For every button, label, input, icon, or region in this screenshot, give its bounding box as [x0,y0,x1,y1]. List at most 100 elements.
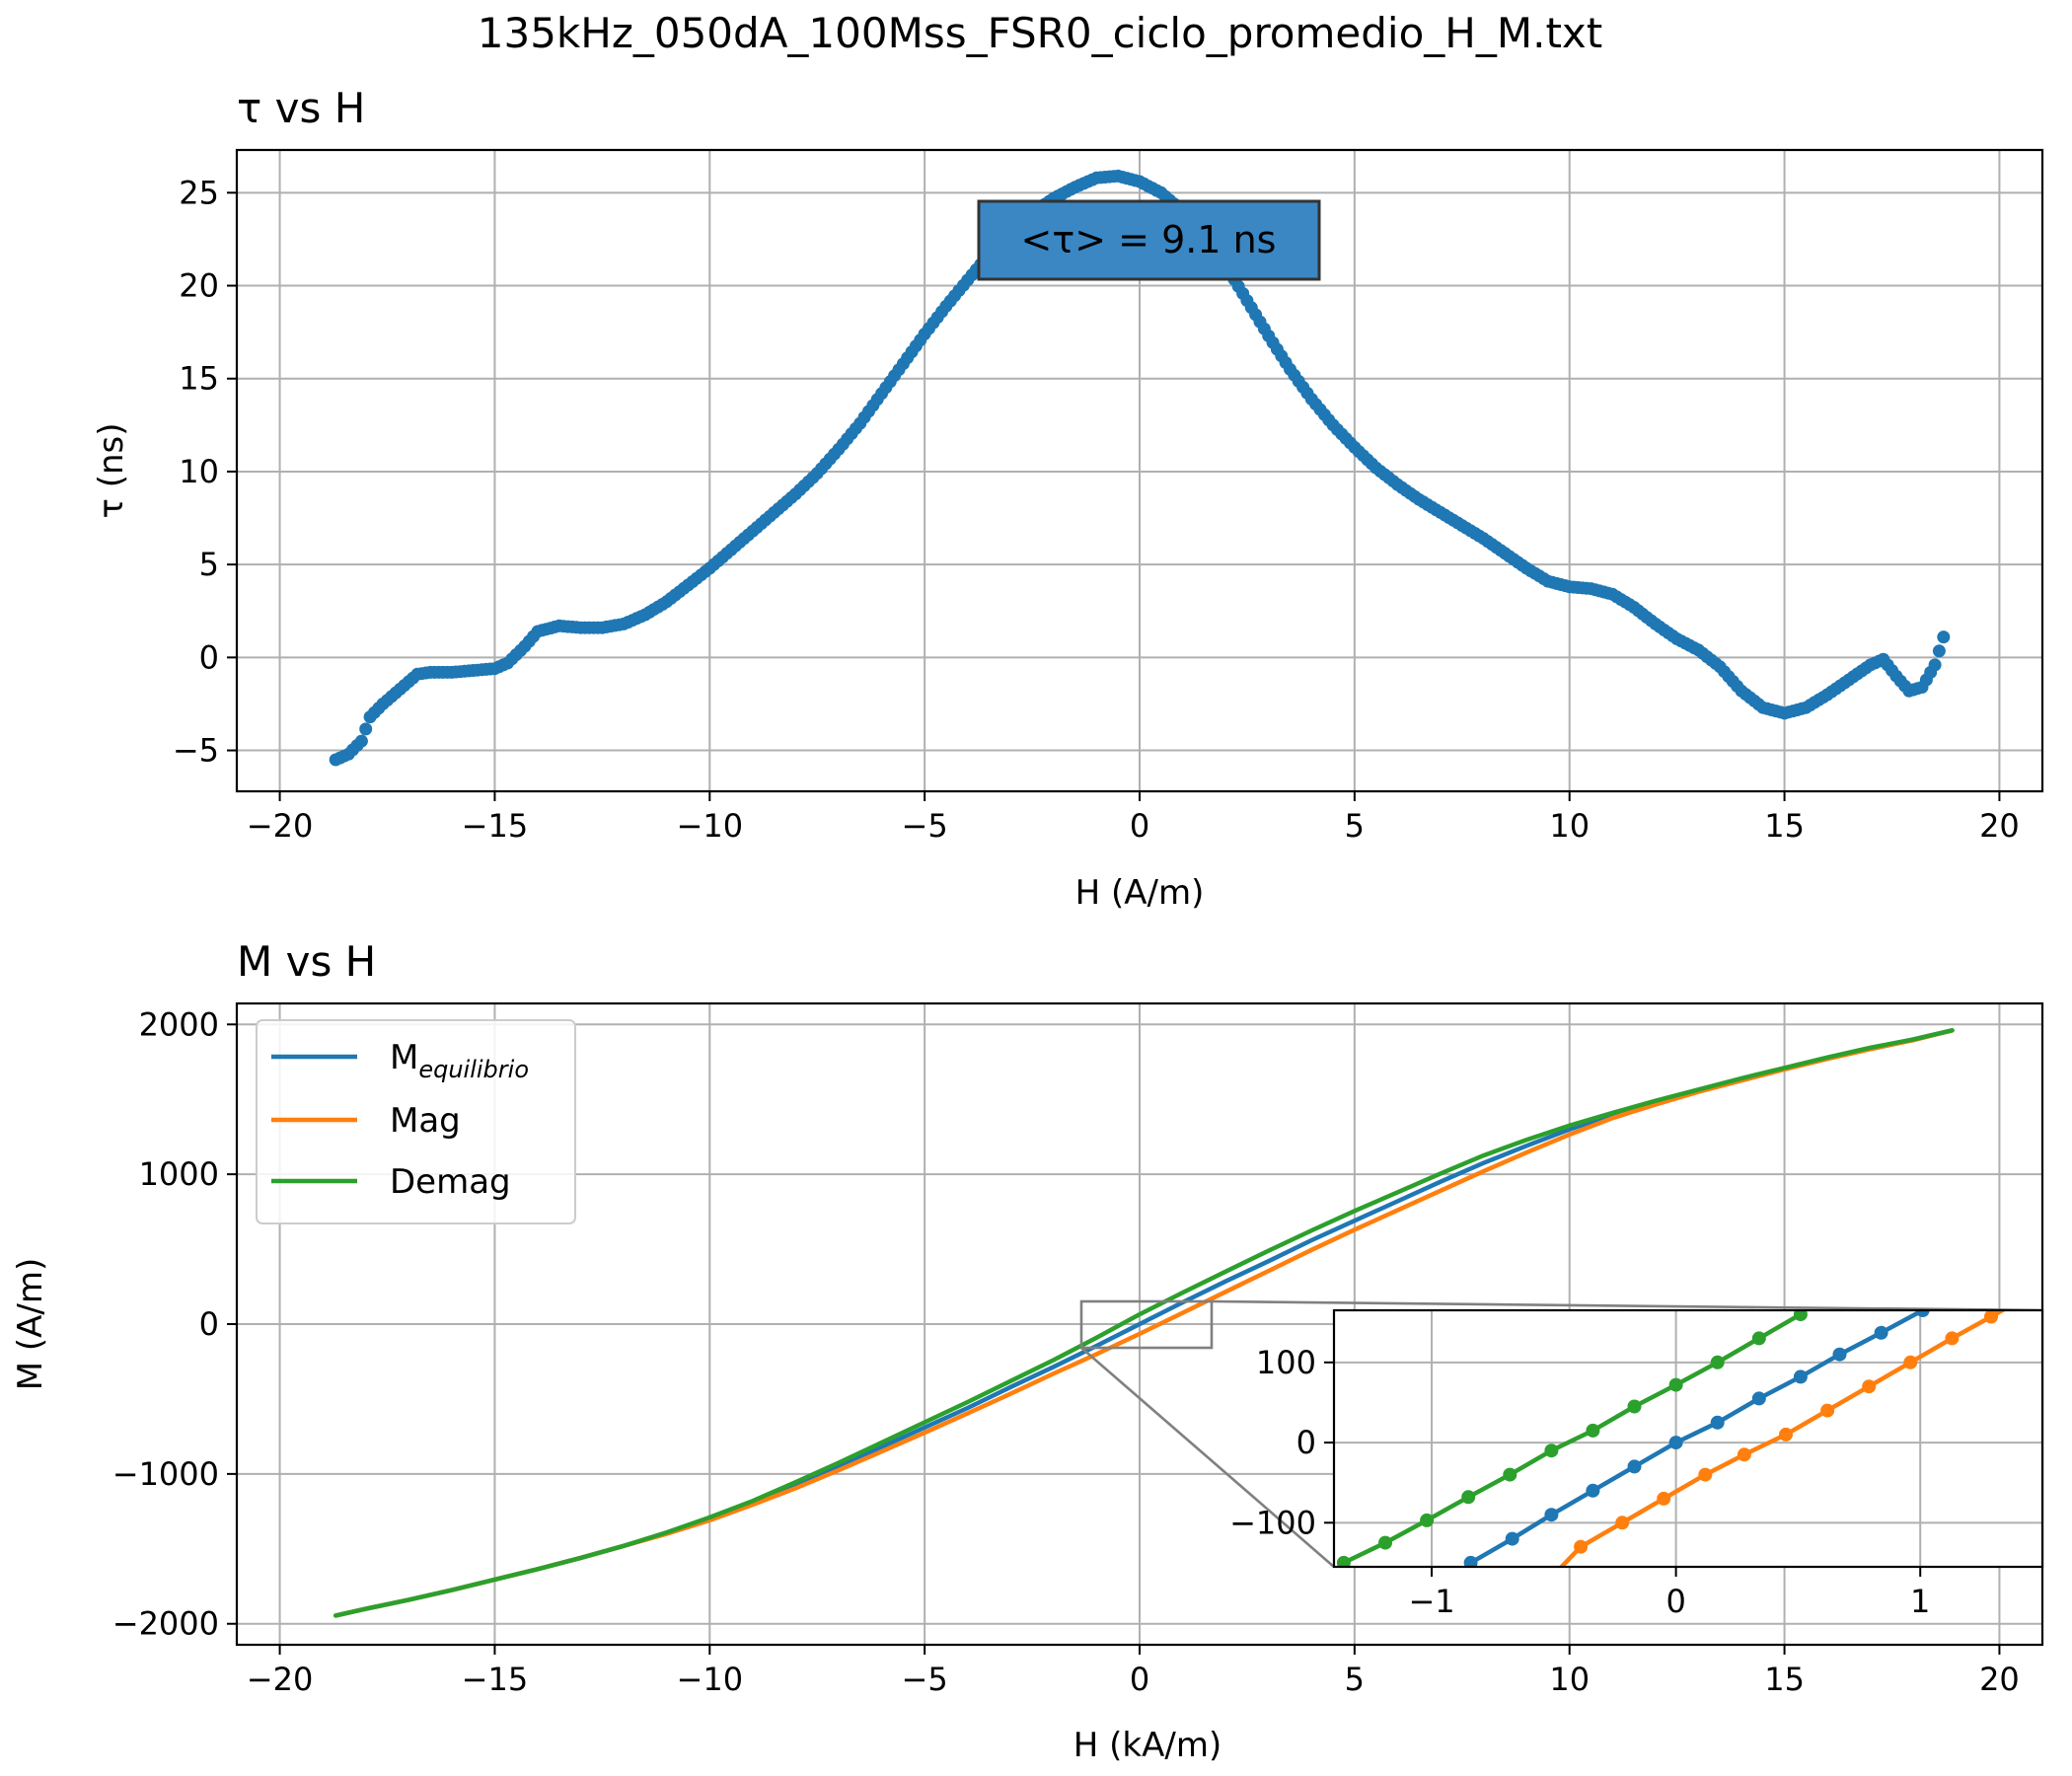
m-chart-xtick-label: 20 [1979,1661,2020,1698]
inset-data-point [1586,1423,1600,1438]
m-series-line-demag [333,1028,1955,1618]
m-chart-inset: −1 0 1 −100 0 100 [1229,1308,2044,1620]
inset-ticks: −1 0 1 −100 0 100 [1229,1344,1930,1620]
tau-data-point [359,722,373,736]
m-chart-legend: Mequilibrio Mag Demag [256,1019,576,1224]
m-chart-ylabel: M (A/m) [11,1258,50,1391]
m-chart-xtick-label: 10 [1549,1661,1590,1698]
m-chart-lines [333,1028,1955,1618]
tau-chart-xtick-label: 5 [1345,807,1365,845]
inset-data-point [1463,1555,1478,1567]
tau-annotation-text: <τ> = 9.1 ns [1021,218,1277,261]
inset-data-point [1915,1310,1930,1317]
inset-data-point [1627,1459,1642,1474]
tau-chart-xtick-label: −10 [677,807,744,845]
inset-data-point [1874,1325,1888,1340]
m-chart-ytick-label: −1000 [112,1455,219,1493]
inset-data-point [1657,1491,1671,1506]
inset-data-point [1779,1427,1793,1442]
inset-ytick-label: 100 [1256,1344,1316,1381]
tau-chart-ylabel: τ (ns) [92,422,131,518]
m-chart-ytick-label: −2000 [112,1605,219,1643]
inset-xtick-label: 0 [1665,1583,1685,1620]
m-chart-title: M vs H [237,937,376,986]
tau-chart-grid [237,150,2042,791]
inset-data-point [1751,1391,1766,1406]
inset-data-point [1710,1355,1725,1369]
inset-data-point [1420,1513,1435,1527]
inset-data-point [1737,1447,1751,1462]
tau-chart-xlabel: H (A/m) [1075,873,1205,913]
tau-data-point [1932,644,1946,658]
inset-lines [1336,1310,2007,1582]
legend-entry-mag: Mag [271,1101,461,1141]
m-chart-xtick-label: −15 [462,1661,529,1698]
tau-chart-ytick-label: −5 [173,732,219,770]
inset-data-point [1945,1331,1960,1346]
inset-data-point [1668,1436,1683,1450]
inset-data-point [1615,1516,1630,1530]
inset-data-point [1832,1347,1847,1362]
tau-annotation: <τ> = 9.1 ns [977,199,1321,281]
tau-chart-xtick-label: 0 [1130,807,1149,845]
tau-chart-ytick-label: 15 [179,360,219,398]
tau-vs-h-chart: τ vs H −20 −15 −10 −5 0 5 10 15 20 −5 0 5 10 15 20 25 H… [92,84,2044,913]
inset-series-line-demag [1342,1312,1803,1565]
tau-data-point [354,734,368,748]
tau-data-point [1928,658,1942,672]
zoom-connector-top [1211,1299,2043,1312]
inset-data-point [1574,1539,1589,1554]
inset-xtick-label: 1 [1910,1583,1930,1620]
m-chart-xtick-label: −5 [902,1661,948,1698]
inset-data-point [1984,1310,1998,1324]
zoom-region-box [1079,1299,1214,1350]
inset-data-point [1698,1467,1713,1482]
tau-chart-ticks: −20 −15 −10 −5 0 5 10 15 20 −5 0 5 10 15 20 25 [173,174,2020,845]
tau-chart-ytick-label: 20 [179,267,219,305]
inset-data-point [1544,1443,1559,1458]
inset-data-point [1503,1467,1517,1482]
m-chart-xtick-label: −10 [677,1661,744,1698]
tau-data-point [1937,630,1951,644]
tau-chart-title: τ vs H [237,84,365,132]
inset-ytick-label: −100 [1229,1504,1316,1541]
inset-xtick-label: −1 [1408,1583,1454,1620]
inset-data-point [1586,1483,1600,1498]
inset-data-point [1378,1535,1392,1550]
inset-data-point [1461,1490,1476,1505]
legend-label-subscript: equilibrio [418,1056,529,1083]
tau-chart-xtick-label: −15 [462,807,529,845]
inset-frame [1332,1308,2044,1569]
inset-data-point [1820,1403,1835,1418]
m-chart-ytick-label: 0 [199,1305,219,1343]
inset-data-point [1710,1415,1725,1430]
tau-chart-ytick-label: 25 [179,174,219,211]
legend-label-main: M [390,1038,418,1077]
tau-annotation-box [977,199,1321,281]
legend-label-mequilibrio: Mequilibrio [390,1038,529,1083]
zoom-connector-bottom [1080,1347,1335,1568]
tau-chart-xtick-label: 20 [1979,807,2020,845]
figure-suptitle: 135kHz_050dA_100Mss_FSR0_ciclo_promedio_… [478,9,1602,57]
legend-entry-demag: Demag [271,1162,511,1202]
m-chart-xlabel: H (kA/m) [1073,1726,1221,1765]
inset-data-point [1544,1508,1559,1522]
inset-zoom-indicator [1079,1299,2043,1568]
inset-data-point [1547,1568,1561,1582]
m-chart-xtick-label: −20 [247,1661,314,1698]
inset-data-point [1751,1331,1766,1346]
inset-data-point [1627,1399,1642,1414]
inset-data-point [1793,1369,1808,1384]
legend-box [256,1019,576,1224]
inset-data-point [1336,1555,1351,1567]
inset-data-point [1793,1310,1808,1322]
legend-entry-mequilibrio: Mequilibrio [271,1038,529,1083]
legend-label-mag: Mag [390,1101,461,1141]
inset-series-line-mequilibrio [1469,1310,1924,1565]
m-chart-xtick-label: 0 [1130,1661,1149,1698]
tau-chart-xtick-label: 15 [1764,807,1805,845]
inset-data-point [1505,1531,1519,1546]
inset-data-point [1903,1355,1918,1369]
legend-label-demag: Demag [390,1162,511,1202]
